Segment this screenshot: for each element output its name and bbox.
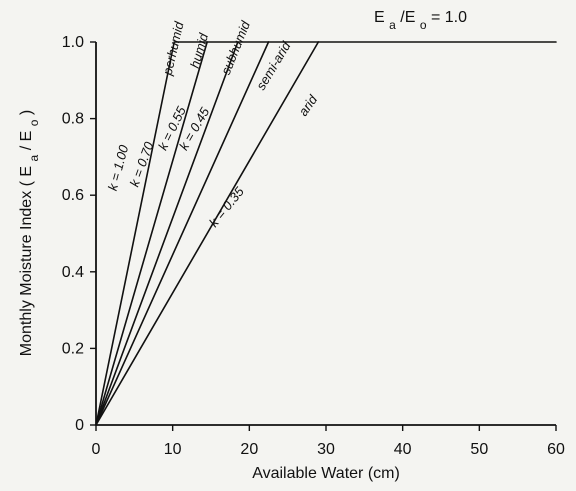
x-tick-label-60: 60 xyxy=(547,441,565,458)
y-tick-label-0: 0 xyxy=(75,417,84,434)
y-tick-label-0-2: 0.2 xyxy=(62,340,84,357)
y-axis-symbol-main-1: E xyxy=(18,166,35,177)
annotation-e: E xyxy=(374,9,385,26)
annotation-o: o xyxy=(420,18,427,32)
series-group xyxy=(95,41,557,426)
x-tick-label-50: 50 xyxy=(470,441,488,458)
y-tick-label-0-6: 0.6 xyxy=(62,187,84,204)
y-axis-symbol-sub-2: o xyxy=(27,119,41,126)
y-axis-symbol-slash: / xyxy=(18,145,35,150)
annotation-separator: /E xyxy=(400,9,415,26)
y-tick-label-0-4: 0.4 xyxy=(62,264,84,281)
y-axis-symbol-sub-1: a xyxy=(27,154,41,161)
y-axis-label-paren-open: ( xyxy=(18,180,35,186)
x-tick-label-40: 40 xyxy=(394,441,412,458)
x-tick-label-0: 0 xyxy=(92,441,101,458)
series-line-1 xyxy=(95,41,208,426)
annotation-suffix: = 1.0 xyxy=(431,9,467,26)
tick-group: 0 10 20 30 40 50 60 0 0.2 0.4 0.6 0.8 1.0 xyxy=(62,34,565,458)
series-line-2 xyxy=(95,41,239,426)
y-axis-label-paren-close: ) xyxy=(18,110,35,115)
y-axis-symbol-main-2: E xyxy=(18,131,35,142)
x-axis-label: Available Water (cm) xyxy=(252,465,400,482)
y-tick-label-1: 1.0 xyxy=(62,34,84,51)
x-tick-label-30: 30 xyxy=(317,441,335,458)
annotation-a: a xyxy=(389,18,396,32)
series-line-4 xyxy=(95,41,320,426)
y-axis-label: Monthly Moisture Index ( E a / E o ) xyxy=(18,110,41,356)
x-tick-label-10: 10 xyxy=(164,441,182,458)
y-tick-label-0-8: 0.8 xyxy=(62,111,84,128)
series-line-3 xyxy=(95,41,270,426)
eaeo-annotation: E a /E o = 1.0 xyxy=(374,9,467,32)
x-tick-label-20: 20 xyxy=(240,441,258,458)
y-axis-label-main: Monthly Moisture Index xyxy=(18,191,35,356)
series-line-0 xyxy=(95,41,557,426)
